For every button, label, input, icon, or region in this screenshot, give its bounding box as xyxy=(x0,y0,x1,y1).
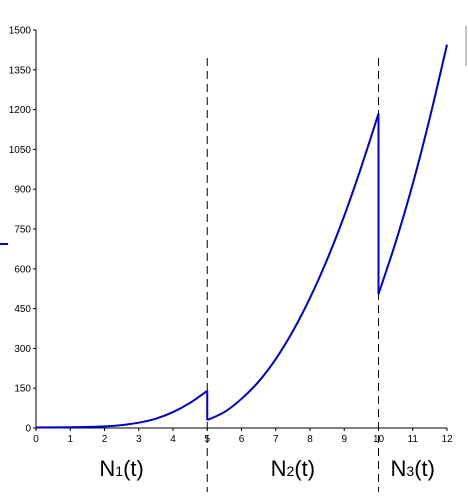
y-tick-label: 1500 xyxy=(9,26,32,37)
y-tick-label: 0 xyxy=(25,424,31,435)
region-label-2: N2(t) xyxy=(271,456,315,481)
x-tick-label: 11 xyxy=(408,434,419,445)
y-tick-label: 300 xyxy=(14,344,31,355)
region-label-3: N3(t) xyxy=(391,456,435,481)
x-tick-label: 4 xyxy=(170,434,176,445)
x-tick-label: 2 xyxy=(102,434,108,445)
y-tick-label: 900 xyxy=(14,185,31,196)
y-ticks: 0 150 300 450 600 750 900 1050 1200 1350 1500 xyxy=(9,26,36,435)
y-tick-label: 1200 xyxy=(9,105,32,116)
chart-axes xyxy=(35,30,447,429)
x-tick-label: 0 xyxy=(33,434,39,445)
y-tick-label: 1350 xyxy=(9,65,32,76)
series-group xyxy=(35,44,448,429)
x-tick-label: 8 xyxy=(307,434,313,445)
x-tick-label: 3 xyxy=(136,434,142,445)
region-label-1: N1(t) xyxy=(99,456,143,481)
y-tick-label: 150 xyxy=(14,384,31,395)
x-tick-label: 7 xyxy=(273,434,279,445)
y-tick-label: 600 xyxy=(14,264,31,275)
y-tick-label: 750 xyxy=(14,225,31,236)
dashed-dividers xyxy=(206,58,379,492)
series-line-segment-1 xyxy=(35,390,208,429)
x-tick-label: 6 xyxy=(239,434,245,445)
series-line-segment-3 xyxy=(377,44,448,295)
x-tick-label: 12 xyxy=(441,434,453,445)
y-tick-label: 450 xyxy=(14,304,31,315)
region-labels: N1(t) N2(t) N3(t) xyxy=(99,456,435,481)
x-ticks: 0123456789101112 xyxy=(33,428,453,445)
x-tick-label: 9 xyxy=(341,434,347,445)
y-tick-label: 1050 xyxy=(9,145,32,156)
x-tick-label: 1 xyxy=(67,434,73,445)
series-line-segment-2 xyxy=(206,113,380,421)
